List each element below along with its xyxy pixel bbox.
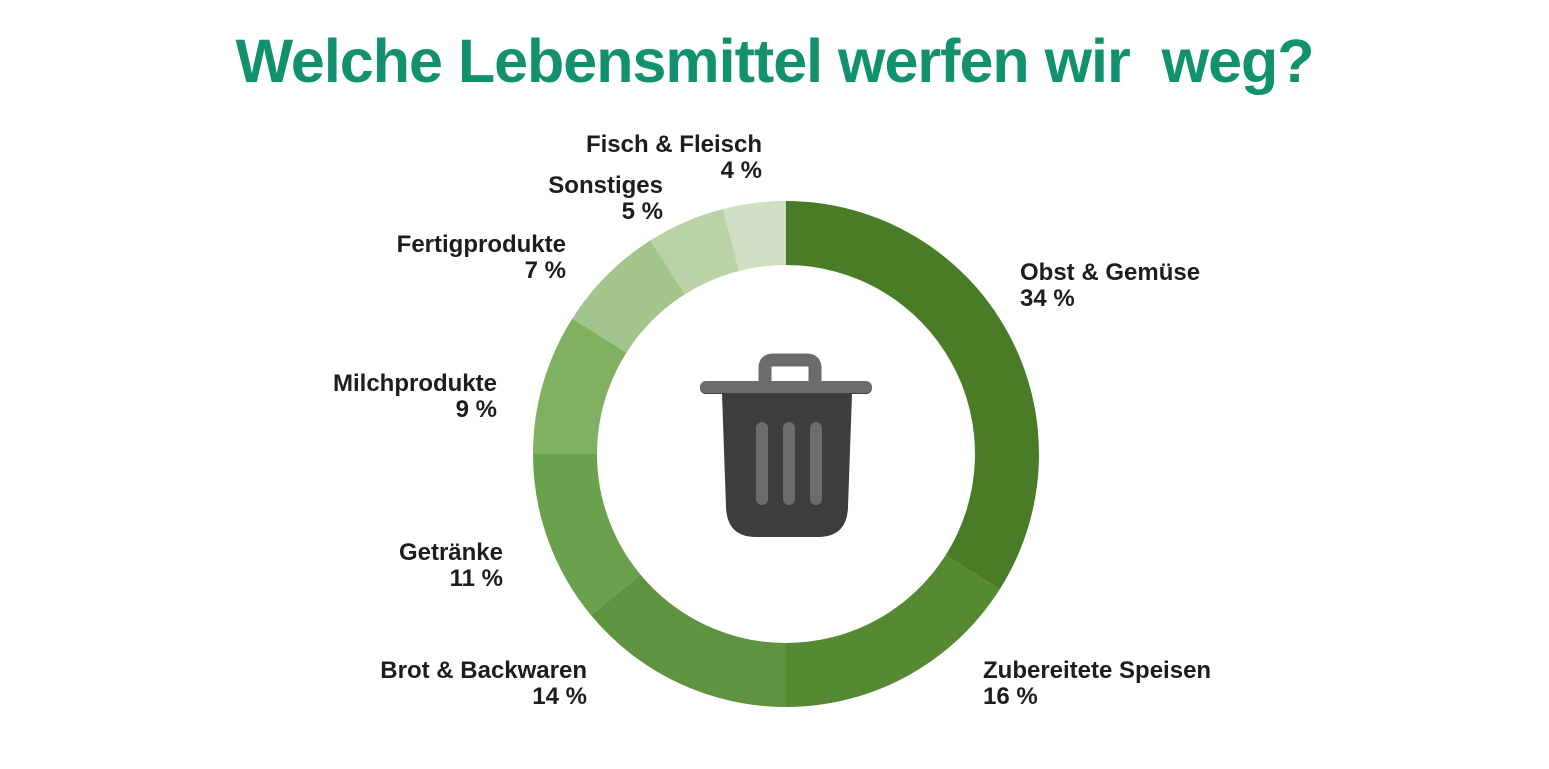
slice-label-text: Zubereitete Speisen — [983, 657, 1212, 684]
donut-slice-zubereitete-speisen — [786, 555, 1000, 707]
slice-label-value: 34 % — [1020, 285, 1075, 312]
slice-label-getraenke: Getränke 11 % — [399, 540, 503, 592]
slice-label-zubereitete-speisen: Zubereitete Speisen 16 % — [983, 658, 1211, 710]
donut-slice-fertigprodukte — [572, 240, 685, 353]
slice-label-text: Fertigprodukte — [396, 231, 566, 258]
slice-label-text: Brot & Backwaren — [380, 657, 587, 684]
donut-slice-fisch-fleisch — [723, 201, 786, 271]
slice-label-value: 5 % — [621, 198, 663, 225]
donut-slice-getränke — [533, 454, 641, 616]
slice-label-obst-gemuese: Obst & Gemüse 34 % — [1020, 260, 1200, 312]
slice-label-text: Fisch & Fleisch — [585, 131, 762, 158]
trash-handle — [758, 353, 822, 390]
slice-label-fisch-fleisch: Fisch & Fleisch 4 % — [586, 132, 762, 184]
donut-slice-obst-gemüse — [786, 201, 1039, 590]
trash-lid-bar — [700, 381, 872, 393]
slice-label-value: 14 % — [532, 683, 587, 710]
slice-label-value: 11 % — [449, 565, 503, 592]
slice-label-text: Getränke — [398, 539, 503, 566]
slice-label-text: Sonstiges — [548, 172, 663, 199]
slice-label-value: 4 % — [720, 157, 762, 184]
donut-slice-milchprodukte — [533, 318, 627, 454]
donut-slice-sonstiges — [650, 208, 739, 295]
chart-title: Welche Lebensmittel werfen wir weg? — [235, 27, 1314, 95]
slice-label-value: 7 % — [524, 257, 566, 284]
slice-label-text: Obst & Gemüse — [1020, 259, 1201, 286]
trash-can-icon — [700, 353, 872, 537]
slice-label-value: 16 % — [983, 683, 1038, 710]
slice-label-text: Milchprodukte — [332, 370, 497, 397]
slice-label-sonstiges: Sonstiges 5 % — [548, 173, 663, 225]
slice-label-brot-backwaren: Brot & Backwaren 14 % — [380, 658, 587, 710]
donut-slice-brot-backwaren — [591, 574, 786, 707]
slice-label-milchprodukte: Milchprodukte 9 % — [333, 371, 497, 423]
donut-slices — [533, 201, 1039, 707]
slice-label-value: 9 % — [455, 396, 497, 423]
slice-label-fertigprodukte: Fertigprodukte 7 % — [397, 232, 566, 284]
